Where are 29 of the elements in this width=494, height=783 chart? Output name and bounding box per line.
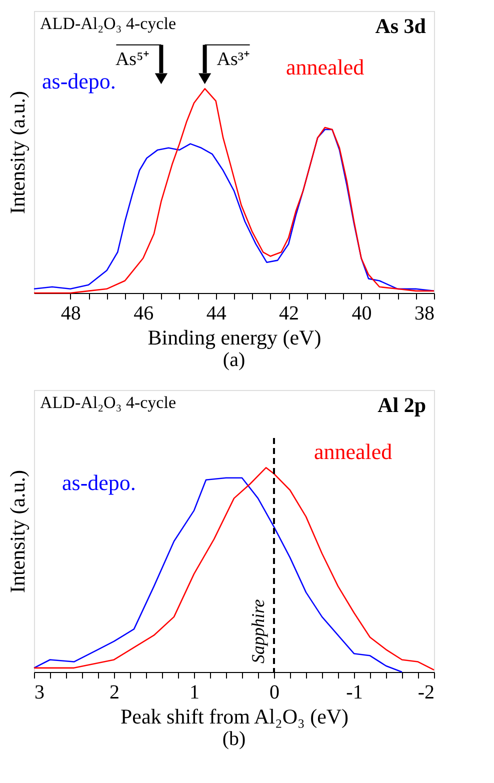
x-tick-label: 48 — [60, 302, 81, 324]
ref-line-label: Sapphire — [248, 599, 268, 664]
text: As³⁺ — [216, 48, 250, 70]
x-tick-label: 0 — [270, 682, 280, 704]
y-axis-title: Intensity (a.u.) — [6, 470, 30, 594]
x-tick-label: 1 — [190, 682, 200, 704]
x-tick-label: 3 — [34, 682, 44, 704]
text: (a) — [222, 349, 246, 371]
y-axis-title: Intensity (a.u.) — [6, 90, 30, 214]
x-axis-title: Binding energy (eV) — [148, 326, 322, 350]
x-tick-label: 42 — [279, 302, 300, 324]
text: ALD-Al₂O₃ 4-cycle — [40, 14, 176, 33]
x-tick-label: 46 — [134, 302, 154, 324]
series-label: annealed — [314, 439, 392, 464]
x-tick-label: -1 — [346, 682, 363, 704]
text: Al 2p — [378, 393, 426, 417]
text: as-depo. — [42, 68, 116, 94]
text: As 3d — [375, 14, 426, 38]
x-tick-label: 38 — [414, 302, 434, 324]
text: annealed — [286, 54, 364, 80]
x-tick-label: 44 — [206, 302, 226, 324]
x-axis-title: Peak shift from Al₂O₃ (eV) — [120, 704, 349, 728]
x-tick-label: -2 — [418, 682, 434, 704]
text: As⁵⁺ — [115, 48, 150, 70]
x-tick-label: 40 — [352, 302, 372, 324]
text: (b) — [222, 728, 246, 750]
text: as-depo. — [62, 470, 136, 496]
x-tick-label: 2 — [110, 682, 120, 704]
text: ALD-Al₂O₃ 4-cycle — [40, 393, 176, 412]
